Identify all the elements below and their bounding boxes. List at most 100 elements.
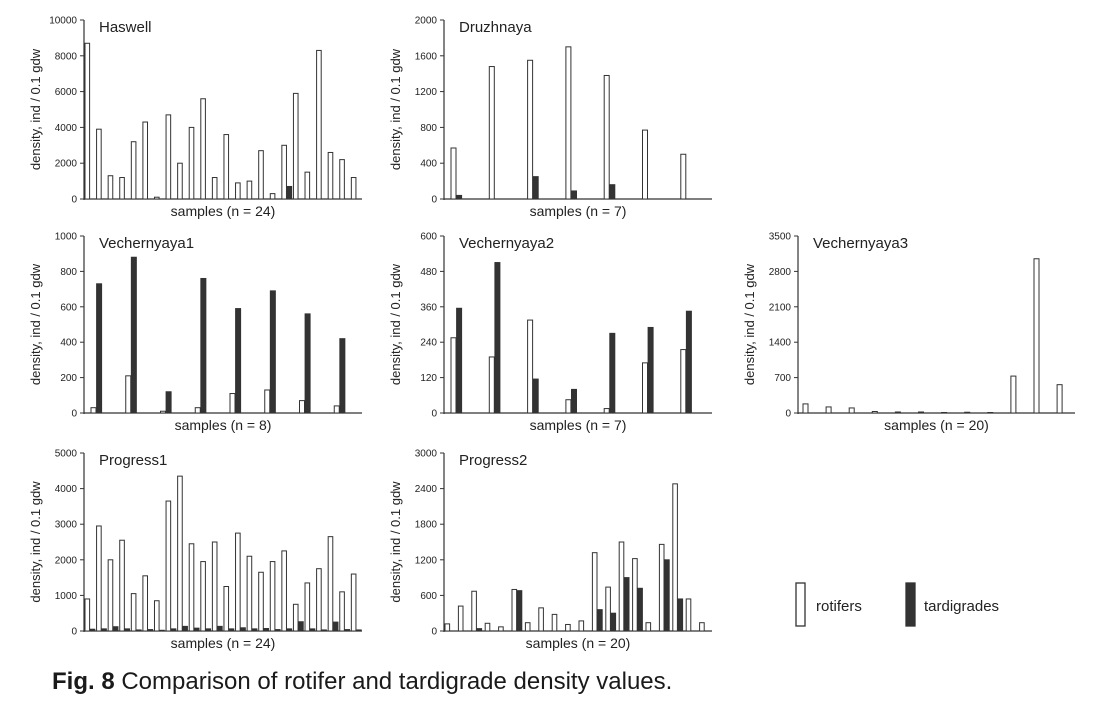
bar-rotifers <box>699 622 705 632</box>
bar-tardigrades <box>200 277 207 414</box>
bar-rotifers <box>299 400 305 414</box>
bar-tardigrades <box>235 308 242 414</box>
bar-rotifers <box>471 590 477 632</box>
bar-rotifers <box>229 393 236 414</box>
bar-rotifers <box>685 598 692 632</box>
bar-rotifers <box>200 98 206 200</box>
y-tick-label: 0 <box>785 409 791 420</box>
y-tick-label: 3500 <box>769 232 792 243</box>
bar-rotifers <box>333 405 340 414</box>
bar-rotifers <box>269 561 276 632</box>
y-tick-label: 360 <box>420 302 437 313</box>
bar-rotifers <box>194 407 201 414</box>
bar-rotifers <box>246 555 253 632</box>
bar-rotifers <box>848 407 855 414</box>
bar-rotifers <box>603 74 610 200</box>
legend: rotifers tardigrades <box>795 582 999 627</box>
y-axis-label: density, ind / 0.1 gdw <box>388 263 403 385</box>
y-tick-label: 6000 <box>55 87 78 98</box>
bar-rotifers <box>658 543 665 632</box>
bar-rotifers <box>565 623 571 632</box>
y-tick-label: 0 <box>431 195 437 206</box>
y-tick-label: 600 <box>420 591 437 602</box>
y-tick-label: 800 <box>420 123 437 134</box>
bar-tardigrades <box>623 577 630 632</box>
bar-tardigrades <box>217 625 223 632</box>
y-tick-label: 1200 <box>415 555 438 566</box>
bar-tardigrades <box>494 262 501 414</box>
bar-rotifers <box>211 541 218 632</box>
bar-rotifers <box>246 180 253 200</box>
bar-tardigrades <box>182 625 188 632</box>
bar-tardigrades <box>532 176 539 200</box>
bar-rotifers <box>235 182 241 200</box>
bar-rotifers <box>527 319 534 414</box>
panel-title: Vechernyaya2 <box>459 235 554 252</box>
y-tick-label: 120 <box>420 373 437 384</box>
bar-tardigrades <box>609 184 616 200</box>
y-tick-label: 3000 <box>415 449 438 460</box>
bar-rotifers <box>645 622 652 632</box>
bar-tardigrades <box>647 326 654 414</box>
bar-tardigrades <box>356 629 362 632</box>
chart-panel-vechernyaya2: 0 120 240 360 480 600 density, ind / 0.1 gdw sa… <box>388 232 712 433</box>
y-tick-label: 1000 <box>55 232 78 243</box>
bar-rotifers <box>524 622 531 632</box>
y-axis-label: density, ind / 0.1 gdw <box>388 48 403 170</box>
bar-tardigrades <box>269 290 276 414</box>
bar-rotifers <box>223 586 230 632</box>
bar-rotifers <box>918 411 924 414</box>
legend-swatch-rotifers <box>795 582 806 627</box>
bar-tardigrades <box>516 590 523 632</box>
bar-rotifers <box>551 613 558 632</box>
y-tick-label: 0 <box>71 409 77 420</box>
y-tick-label: 0 <box>431 627 437 638</box>
chart-panel-progress1: 0 1000 2000 3000 4000 5000 density, ind / 0.1 … <box>28 449 362 651</box>
legend-swatch-tardigrades <box>905 582 916 627</box>
bar-rotifers <box>894 411 901 414</box>
y-tick-label: 240 <box>420 338 437 349</box>
y-tick-label: 200 <box>60 373 77 384</box>
bar-rotifers <box>316 49 322 200</box>
bar-tardigrades <box>339 338 346 414</box>
chart-panel-progress2: 0 600 1200 1800 2400 3000 density, ind / 0.1 g… <box>388 449 712 651</box>
bar-rotifers <box>125 375 132 414</box>
y-tick-label: 1200 <box>415 87 438 98</box>
bar-rotifers <box>200 561 206 632</box>
bar-tardigrades <box>136 629 142 632</box>
y-tick-label: 0 <box>71 195 77 206</box>
bar-rotifers <box>488 356 495 414</box>
bar-rotifers <box>84 598 91 632</box>
bar-rotifers <box>680 349 687 414</box>
bar-rotifers <box>498 626 504 632</box>
bar-rotifers <box>96 128 102 200</box>
bar-tardigrades <box>240 627 246 632</box>
y-tick-label: 1600 <box>415 51 438 62</box>
y-tick-label: 3000 <box>55 520 78 531</box>
bar-tardigrades <box>571 388 577 414</box>
bar-rotifers <box>281 550 287 632</box>
bar-rotifers <box>177 475 183 632</box>
caption-label: Fig. 8 <box>52 668 115 695</box>
bar-rotifers <box>84 42 91 200</box>
caption-text: Comparison of rotifer and tardigrade den… <box>121 668 673 695</box>
bar-rotifers <box>987 411 994 414</box>
bar-tardigrades <box>165 391 172 414</box>
bar-rotifers <box>119 177 125 200</box>
bar-rotifers <box>618 541 625 632</box>
y-tick-label: 2400 <box>415 484 438 495</box>
panel-title: Druzhnaya <box>459 19 532 36</box>
y-tick-label: 600 <box>60 302 77 313</box>
bar-tardigrades <box>476 628 483 632</box>
y-tick-label: 2000 <box>415 16 438 27</box>
bar-tardigrades <box>304 313 311 414</box>
figure-caption: Fig. 8 Comparison of rotifer and tardigr… <box>52 668 672 696</box>
bar-tardigrades <box>677 598 684 632</box>
bar-rotifers <box>258 571 264 632</box>
bar-rotifers <box>964 411 971 414</box>
bar-rotifers <box>538 607 544 632</box>
bar-rotifers <box>457 605 464 632</box>
bar-tardigrades <box>685 310 692 414</box>
bar-rotifers <box>281 144 287 200</box>
